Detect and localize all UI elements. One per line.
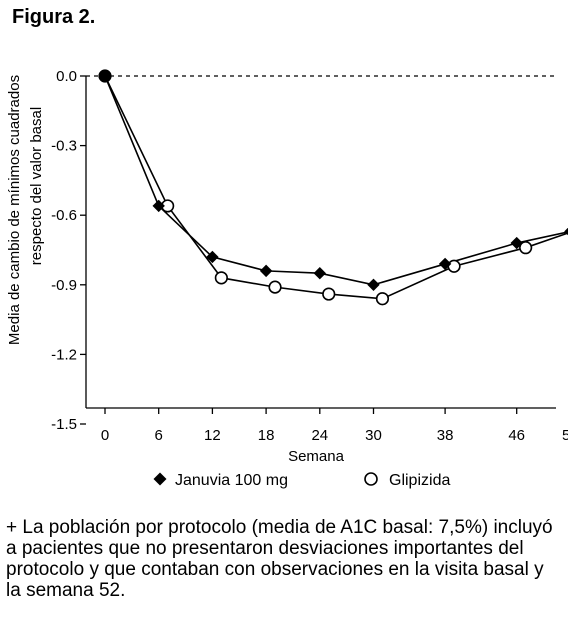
januvia-point bbox=[206, 250, 219, 264]
januvia-point bbox=[259, 264, 273, 278]
footnote: + La población por protocolo (media de A… bbox=[6, 517, 553, 601]
januvia-point bbox=[564, 227, 568, 236]
y-tick-label: -0.6 bbox=[51, 207, 77, 224]
x-tick-label: 52 bbox=[562, 427, 568, 444]
y-tick-label: -1.2 bbox=[51, 346, 77, 363]
y-tick-label: -0.3 bbox=[51, 138, 77, 155]
x-axis-label: Semana bbox=[288, 448, 345, 465]
y-axis-label-line: Media de cambio de mínimos cuadrados bbox=[6, 75, 23, 345]
januvia-point bbox=[510, 236, 523, 250]
figure-title: Figura 2. bbox=[12, 6, 96, 28]
glipizida-point bbox=[322, 287, 336, 301]
glipizida-point bbox=[519, 241, 533, 255]
series-markers bbox=[98, 69, 568, 306]
glipizida-point bbox=[214, 271, 228, 285]
x-tick-label: 38 bbox=[437, 427, 454, 444]
x-tick-label: 24 bbox=[311, 427, 328, 444]
series-line-januvia bbox=[104, 75, 568, 286]
y-tick-label: -0.9 bbox=[51, 277, 77, 294]
x-tick-label: 6 bbox=[155, 427, 163, 444]
y-tick-label: -1.5 bbox=[51, 416, 77, 433]
x-tick-label: 30 bbox=[365, 427, 382, 444]
januvia-point bbox=[313, 267, 326, 280]
line-chart: 0.0-0.3-0.6-0.9-1.2-1.50612182430384652 … bbox=[6, 68, 568, 489]
axes bbox=[80, 75, 556, 425]
y-tick-label: 0.0 bbox=[56, 68, 77, 85]
legend-glipizida-marker bbox=[364, 472, 378, 486]
legend-januvia-label: Januvia 100 mg bbox=[175, 472, 288, 489]
legend: Januvia 100 mg Glipizida bbox=[153, 472, 450, 489]
glipizida-point bbox=[375, 292, 390, 306]
januvia-point bbox=[367, 278, 380, 291]
tick-labels: 0.0 -0.3 -0.6 -0.9 -1.2 -1.5 0 6 12 18 24 30 38 46 52 bbox=[51, 68, 568, 444]
legend-glipizida-label: Glipizida bbox=[389, 472, 450, 489]
x-tick-label: 18 bbox=[258, 427, 275, 444]
januvia-point bbox=[438, 257, 452, 271]
x-tick-label: 46 bbox=[508, 427, 525, 444]
januvia-point bbox=[98, 69, 112, 83]
x-tick-label: 0 bbox=[101, 427, 109, 444]
glipizida-point bbox=[447, 259, 461, 273]
y-axis-label: Media de cambio de mínimos cuadrados resp… bbox=[6, 75, 45, 345]
legend-januvia-marker bbox=[153, 472, 167, 486]
januvia-point bbox=[152, 199, 165, 213]
x-tick-label: 12 bbox=[204, 427, 221, 444]
series-line-glipizida bbox=[104, 75, 568, 300]
y-axis-label-line: respecto del valor basal bbox=[28, 107, 45, 265]
series-lines bbox=[104, 75, 568, 300]
glipizida-point bbox=[268, 280, 282, 294]
